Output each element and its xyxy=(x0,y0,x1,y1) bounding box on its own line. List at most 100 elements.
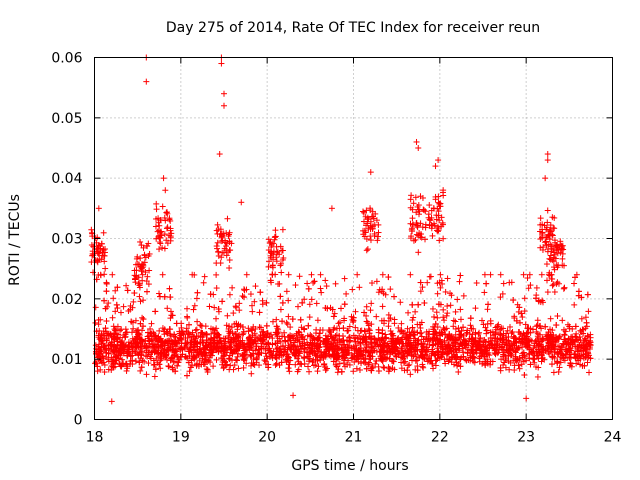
data-point xyxy=(379,271,386,278)
data-point xyxy=(482,324,489,331)
data-point xyxy=(560,285,567,292)
data-point xyxy=(404,325,411,332)
data-point xyxy=(249,308,256,315)
data-point xyxy=(269,335,276,342)
data-point xyxy=(294,368,301,375)
data-point xyxy=(306,301,313,308)
data-point xyxy=(148,320,155,327)
data-point xyxy=(480,321,487,328)
data-point xyxy=(145,281,152,288)
data-point xyxy=(372,360,379,367)
x-tick-label: 20 xyxy=(258,430,276,446)
data-point xyxy=(452,308,459,315)
data-point xyxy=(294,303,301,310)
data-point xyxy=(213,285,220,292)
data-point xyxy=(410,314,417,321)
y-tick-label: 0.01 xyxy=(51,352,82,368)
data-point xyxy=(397,299,404,306)
data-point xyxy=(405,309,412,316)
data-point xyxy=(200,279,207,286)
data-point xyxy=(455,325,462,332)
data-point xyxy=(232,338,239,345)
grid-lines xyxy=(94,57,613,420)
chart-title: Day 275 of 2014, Rate Of TEC Index for r… xyxy=(166,20,540,36)
x-tick-label: 21 xyxy=(345,430,363,446)
data-point xyxy=(157,365,164,372)
data-point xyxy=(184,314,191,321)
y-tick-label: 0.04 xyxy=(51,171,82,187)
data-point xyxy=(527,282,534,289)
data-point xyxy=(101,369,108,376)
data-point xyxy=(373,313,380,320)
data-point xyxy=(444,275,451,282)
x-tick-label: 24 xyxy=(604,430,622,446)
data-point xyxy=(152,366,159,373)
data-point xyxy=(516,365,523,372)
data-point xyxy=(156,327,163,334)
data-point xyxy=(92,304,99,311)
data-point xyxy=(248,327,255,334)
y-tick-label: 0.05 xyxy=(51,111,82,127)
data-point xyxy=(92,319,99,326)
data-point xyxy=(137,367,144,374)
data-point xyxy=(117,309,124,316)
data-point xyxy=(92,342,99,349)
data-point xyxy=(213,271,220,278)
data-point xyxy=(450,323,457,330)
x-tick-label: 22 xyxy=(431,430,449,446)
data-point xyxy=(419,363,426,370)
data-point xyxy=(156,290,163,297)
data-point xyxy=(109,314,116,321)
data-point xyxy=(452,325,459,332)
x-tick-label: 19 xyxy=(172,430,190,446)
data-point xyxy=(556,364,563,371)
data-point xyxy=(292,361,299,368)
data-point xyxy=(306,314,313,321)
data-point xyxy=(407,371,414,378)
data-point xyxy=(269,318,276,325)
data-point xyxy=(473,279,480,286)
data-point xyxy=(345,327,352,334)
data-point xyxy=(332,280,339,287)
data-point xyxy=(549,353,556,360)
data-point xyxy=(438,277,445,284)
data-point xyxy=(283,319,290,326)
data-point xyxy=(499,290,506,297)
data-point xyxy=(285,297,292,304)
x-axis-label: GPS time / hours xyxy=(291,458,408,474)
data-point xyxy=(424,358,431,365)
data-point xyxy=(455,368,462,375)
data-point xyxy=(315,363,322,370)
data-point xyxy=(484,306,491,313)
data-point xyxy=(571,301,578,308)
data-point xyxy=(283,288,290,295)
data-point xyxy=(434,314,441,321)
data-point xyxy=(444,310,451,317)
y-tick-label: 0.03 xyxy=(51,232,82,248)
data-point xyxy=(417,288,424,295)
data-point xyxy=(252,283,259,290)
data-points xyxy=(88,54,594,405)
data-point xyxy=(373,278,380,285)
data-point xyxy=(164,305,171,312)
data-point xyxy=(487,317,494,324)
y-axis-label: ROTI / TECUs xyxy=(7,194,23,286)
x-tick-label: 18 xyxy=(86,430,104,446)
data-point xyxy=(586,369,593,376)
data-point xyxy=(334,369,341,376)
y-tick-label: 0.02 xyxy=(51,292,82,308)
data-point xyxy=(251,298,258,305)
data-point xyxy=(313,300,320,307)
data-point xyxy=(557,359,564,366)
data-point xyxy=(467,322,474,329)
data-point xyxy=(231,362,238,369)
data-point xyxy=(418,333,425,340)
data-point xyxy=(336,360,343,367)
data-point xyxy=(424,279,431,286)
data-point xyxy=(519,344,526,351)
x-tick-label: 23 xyxy=(517,430,535,446)
data-point xyxy=(110,295,117,302)
data-point xyxy=(429,360,436,367)
data-point xyxy=(210,363,217,370)
